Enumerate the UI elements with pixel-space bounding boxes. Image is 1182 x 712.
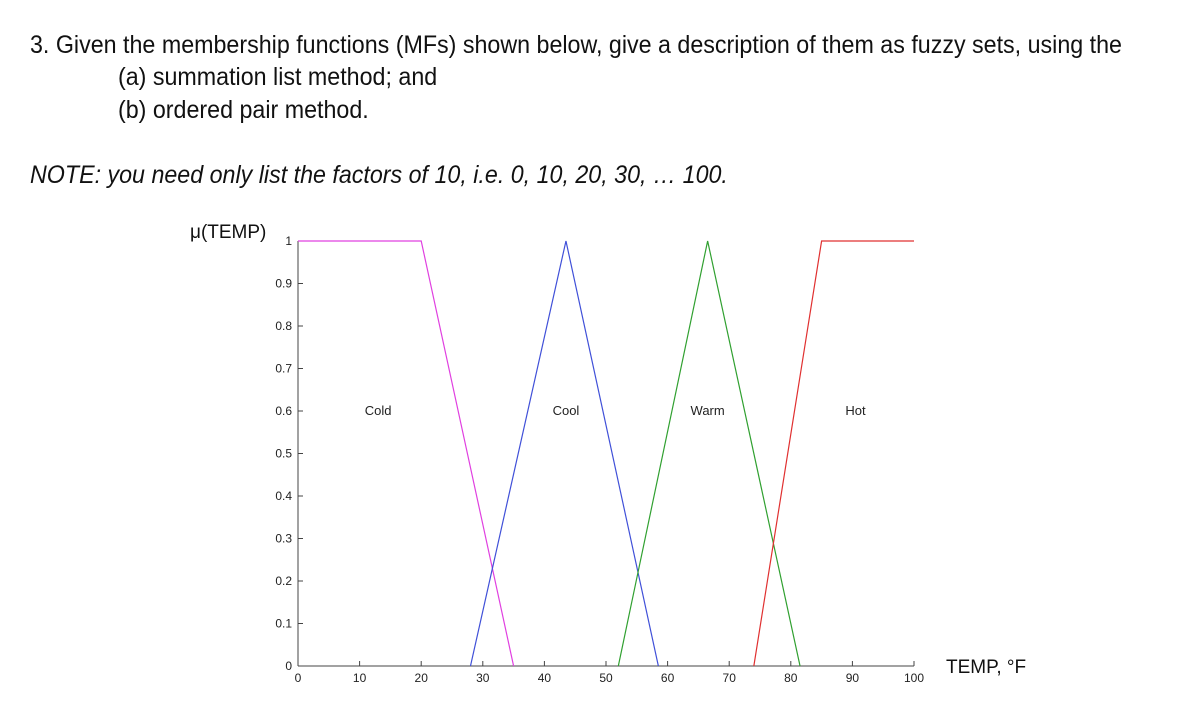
- y-tick-label: 0.6: [275, 404, 292, 418]
- mf-hot-label: Hot: [845, 403, 866, 418]
- mf-cold-line: [298, 240, 515, 667]
- y-tick-label: 0: [285, 659, 292, 673]
- mf-cool-label: Cool: [553, 403, 580, 418]
- x-tick-label: 60: [661, 671, 675, 685]
- x-tick-label: 40: [538, 671, 552, 685]
- y-tick-label: 0.7: [275, 362, 292, 376]
- x-tick-label: 70: [723, 671, 737, 685]
- x-tick-label: 20: [415, 671, 429, 685]
- y-tick-label: 0.3: [275, 532, 292, 546]
- x-tick-label: 0: [295, 671, 302, 685]
- y-axis-label: μ(TEMP): [190, 222, 267, 243]
- x-tick-label: 10: [353, 671, 367, 685]
- x-tick-label: 90: [846, 671, 860, 685]
- question-part-b: (b) ordered pair method.: [118, 96, 369, 124]
- mf-warm-line: [617, 240, 801, 667]
- x-tick-label: 50: [599, 671, 613, 685]
- x-tick-label: 100: [904, 671, 924, 685]
- y-tick-label: 0.4: [275, 489, 292, 503]
- y-tick-label: 0.8: [275, 319, 292, 333]
- x-axis-label: TEMP, °F: [946, 657, 1027, 678]
- x-tick-label: 80: [784, 671, 798, 685]
- y-tick-label: 0.1: [275, 617, 292, 631]
- y-tick-label: 0.2: [275, 574, 292, 588]
- note-text: NOTE: you need only list the factors of …: [30, 161, 728, 189]
- mf-cool-line: [469, 240, 659, 667]
- mf-warm-label: Warm: [691, 403, 725, 418]
- x-tick-label: 30: [476, 671, 490, 685]
- y-tick-label: 0.5: [275, 447, 292, 461]
- question-part-a: (a) summation list method; and: [118, 63, 438, 91]
- mf-hot-line: [753, 240, 914, 667]
- y-tick-label: 0.9: [275, 277, 292, 291]
- mf-cold-label: Cold: [365, 403, 392, 418]
- question-line-1: 3. Given the membership functions (MFs) …: [30, 31, 1122, 59]
- y-tick-label: 1: [285, 234, 292, 248]
